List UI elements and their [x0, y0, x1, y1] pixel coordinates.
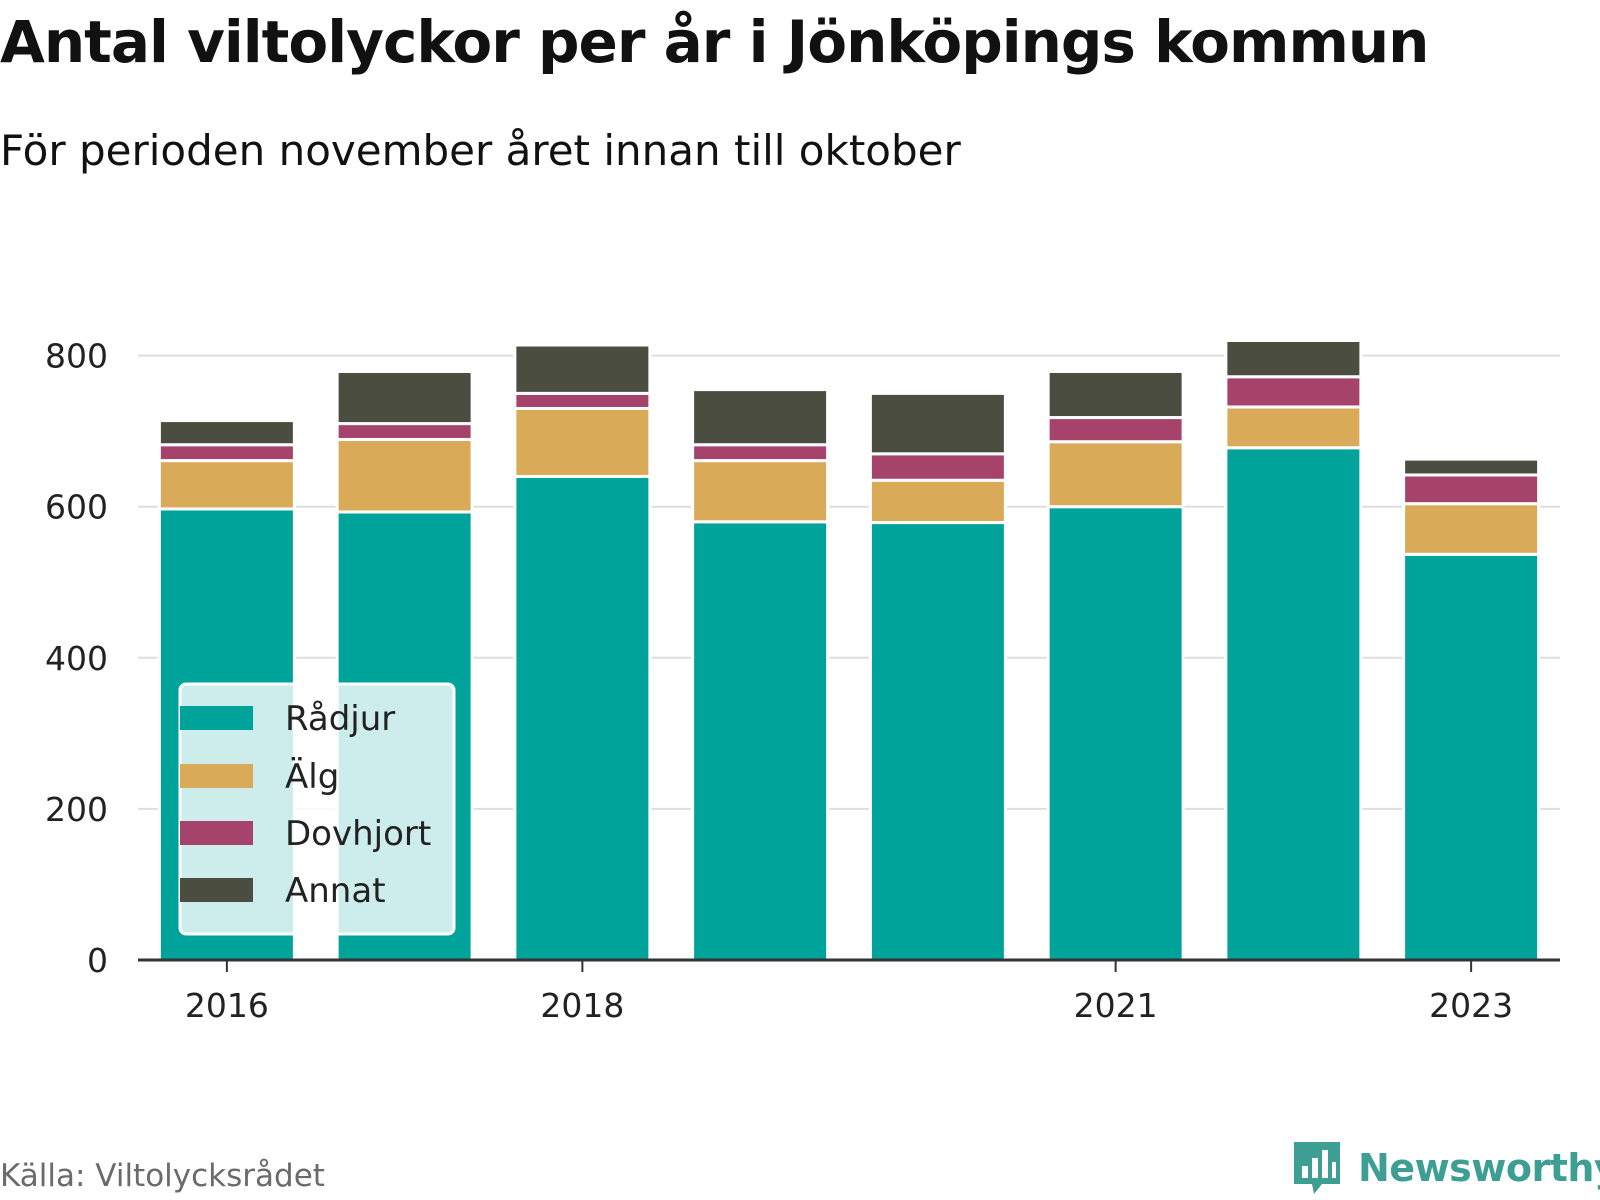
legend-box: [178, 682, 456, 936]
x-tick-label: 2018: [540, 986, 624, 1025]
bar-segment: [513, 474, 652, 962]
bar-segment: [1046, 440, 1185, 509]
brand-logo: Newsworthy: [1292, 1140, 1600, 1196]
legend-label: Annat: [285, 871, 386, 911]
bar-segment: [335, 437, 474, 514]
bar-segment: [157, 459, 296, 511]
bar-segment: [1402, 502, 1541, 556]
bar-chart-speech-bubble-icon: [1294, 1142, 1340, 1194]
bar-segment: [691, 388, 830, 447]
bar-segment: [1224, 405, 1363, 450]
bar-segment: [513, 406, 652, 478]
y-tick-label: 400: [45, 639, 108, 678]
axes: 0 200 400 600 800 2016 2018 2021 2023: [45, 337, 1560, 1025]
bar-segment: [1402, 473, 1541, 506]
bar-segment: [1224, 446, 1363, 962]
bar-segment: [157, 443, 296, 463]
bar-segment: [868, 391, 1007, 456]
bar-segment: [1046, 505, 1185, 962]
legend-swatch: [180, 706, 253, 730]
bar-segment: [691, 459, 830, 524]
bar-segment: [868, 452, 1007, 482]
bar-segment: [1402, 457, 1541, 477]
bar-segment: [1224, 375, 1363, 409]
y-tick-label: 800: [45, 337, 108, 376]
bar-segment: [1046, 416, 1185, 444]
y-tick-label: 200: [45, 790, 108, 829]
legend-swatch: [180, 764, 253, 788]
bar-segment: [157, 419, 296, 447]
bar-segment: [691, 443, 830, 463]
bar-segment: [335, 422, 474, 441]
legend: Rådjur Älg Dovhjort Annat: [178, 682, 456, 936]
y-tick-label: 0: [87, 941, 108, 980]
chart-title: Antal viltolyckor per år i Jönköpings ko…: [0, 8, 1429, 76]
y-tick-label: 600: [45, 488, 108, 527]
bar-segment: [335, 369, 474, 426]
bar-segment: [513, 391, 652, 410]
legend-label: Dovhjort: [285, 814, 431, 854]
legend-swatch: [180, 821, 253, 845]
x-tick-label: 2016: [185, 986, 269, 1025]
bar-segment: [868, 478, 1007, 525]
bar-segment: [1046, 369, 1185, 420]
source-note: Källa: Viltolycksrådet: [0, 1158, 325, 1194]
bar-segment: [868, 521, 1007, 962]
bar-segment: [1402, 552, 1541, 962]
legend-swatch: [180, 878, 253, 902]
chart-subtitle: För perioden november året innan till ok…: [0, 126, 961, 175]
bar-segment: [691, 520, 830, 962]
x-tick-label: 2021: [1074, 986, 1158, 1025]
brand-name: Newsworthy: [1358, 1146, 1600, 1190]
bar-segment: [1224, 338, 1363, 379]
legend-label: Rådjur: [285, 699, 395, 739]
bar-segment: [513, 343, 652, 395]
legend-label: Älg: [285, 757, 339, 797]
x-tick-label: 2023: [1429, 986, 1513, 1025]
